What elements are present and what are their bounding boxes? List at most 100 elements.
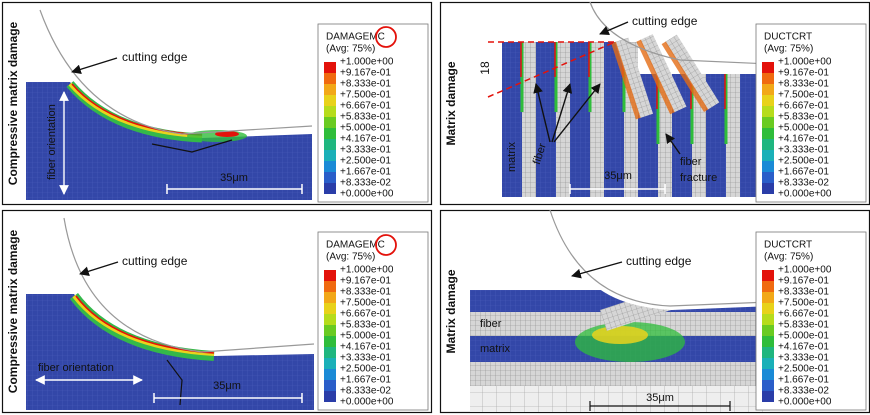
legend-swatch bbox=[324, 62, 336, 73]
legend-swatch bbox=[324, 369, 336, 380]
legend-level: +4.167e-01 bbox=[778, 134, 829, 145]
legend-swatch bbox=[762, 183, 774, 194]
legend-swatch bbox=[324, 161, 336, 172]
legend-level: +5.833e-01 bbox=[340, 320, 391, 331]
legend-subtitle: (Avg: 75%) bbox=[764, 44, 813, 55]
legend-level: +6.667e-01 bbox=[778, 101, 829, 112]
legend-level: +6.667e-01 bbox=[340, 101, 391, 112]
legend-swatch bbox=[324, 292, 336, 303]
legend-swatch bbox=[762, 270, 774, 281]
legend-level: +8.333e-02 bbox=[340, 178, 391, 189]
legend-level: +8.333e-01 bbox=[340, 287, 391, 298]
legend-swatch bbox=[324, 139, 336, 150]
legend-swatch bbox=[762, 128, 774, 139]
legend-level: +1.000e+00 bbox=[340, 265, 394, 276]
legend-swatch bbox=[762, 150, 774, 161]
legend-level: +6.667e-01 bbox=[340, 309, 391, 320]
annotation: 18 bbox=[478, 61, 492, 75]
legend-level: +5.000e-01 bbox=[340, 331, 391, 342]
legend-level: +7.500e-01 bbox=[340, 298, 391, 309]
legend-level: +5.000e-01 bbox=[778, 123, 829, 134]
legend-swatch bbox=[324, 95, 336, 106]
legend-swatch bbox=[324, 84, 336, 95]
legend-level: +8.333e-02 bbox=[778, 178, 829, 189]
legend-level: +9.167e-01 bbox=[340, 68, 391, 79]
legend-level: +3.333e-01 bbox=[778, 145, 829, 156]
annotation: 35μm bbox=[213, 380, 241, 392]
legend-swatch bbox=[324, 358, 336, 369]
legend-subtitle: (Avg: 75%) bbox=[326, 252, 375, 263]
legend-swatch bbox=[324, 347, 336, 358]
legend-swatch bbox=[324, 106, 336, 117]
legend-swatch bbox=[762, 95, 774, 106]
legend-level: +5.833e-01 bbox=[778, 112, 829, 123]
legend-swatch bbox=[324, 314, 336, 325]
side-label: Compressive matrix damage bbox=[6, 21, 20, 185]
legend-level: +8.333e-02 bbox=[340, 386, 391, 397]
side-label: Matrix damage bbox=[444, 269, 458, 353]
panel: cutting edgefibermatrix35μmMatrix damage… bbox=[441, 210, 870, 413]
legend-swatch bbox=[324, 325, 336, 336]
legend-swatch bbox=[762, 325, 774, 336]
legend-swatch bbox=[762, 281, 774, 292]
legend-level: +4.167e-01 bbox=[340, 134, 391, 145]
base-layer bbox=[470, 386, 770, 412]
fiber-layer bbox=[590, 42, 604, 197]
legend-level: +2.500e-01 bbox=[340, 156, 391, 167]
legend-swatch bbox=[762, 347, 774, 358]
legend-subtitle: (Avg: 75%) bbox=[764, 252, 813, 263]
legend-level: +8.333e-01 bbox=[778, 79, 829, 90]
damage-zone bbox=[592, 326, 648, 344]
annotation: cutting edge bbox=[122, 50, 188, 64]
legend-level: +6.667e-01 bbox=[778, 309, 829, 320]
legend-swatch bbox=[762, 73, 774, 84]
matrix-layer bbox=[536, 42, 556, 197]
legend-level: +1.667e-01 bbox=[778, 167, 829, 178]
figure: cutting edge fiber orientation 35μm Compres… bbox=[0, 0, 870, 415]
legend-level: +0.000e+00 bbox=[340, 189, 394, 200]
legend-level: +1.667e-01 bbox=[340, 167, 391, 178]
legend-swatch bbox=[324, 150, 336, 161]
legend-level: +8.333e-02 bbox=[778, 386, 829, 397]
annotation: matrix bbox=[480, 343, 510, 355]
legend-swatch bbox=[762, 292, 774, 303]
annotation: fiber bbox=[680, 156, 702, 168]
legend-level: +5.833e-01 bbox=[340, 112, 391, 123]
legend-level: +3.333e-01 bbox=[340, 145, 391, 156]
legend-swatch bbox=[324, 270, 336, 281]
side-label: Compressive matrix damage bbox=[6, 229, 20, 393]
annotation: cutting edge bbox=[122, 254, 188, 268]
matrix-layer bbox=[570, 42, 590, 197]
annotation: 35μm bbox=[604, 170, 632, 182]
legend-swatch bbox=[324, 336, 336, 347]
legend-swatch bbox=[762, 106, 774, 117]
legend-level: +9.167e-01 bbox=[340, 276, 391, 287]
annotation: cutting edge bbox=[626, 254, 692, 268]
legend-swatch bbox=[324, 172, 336, 183]
annotation: cutting edge bbox=[632, 14, 698, 28]
legend-swatch bbox=[762, 380, 774, 391]
legend-swatch bbox=[762, 369, 774, 380]
legend-swatch bbox=[324, 128, 336, 139]
legend-swatch bbox=[324, 380, 336, 391]
legend-swatch bbox=[762, 336, 774, 347]
legend-level: +1.000e+00 bbox=[340, 57, 394, 68]
legend-level: +7.500e-01 bbox=[778, 90, 829, 101]
legend-level: +8.333e-01 bbox=[778, 287, 829, 298]
legend-title: DUCTCRT bbox=[764, 32, 812, 43]
legend-level: +3.333e-01 bbox=[340, 353, 391, 364]
fiber-layer bbox=[726, 74, 740, 197]
page: cutting edge fiber orientation 35μm Compres… bbox=[0, 0, 870, 415]
legend-level: +7.500e-01 bbox=[340, 90, 391, 101]
legend-swatch bbox=[762, 117, 774, 128]
legend-swatch bbox=[762, 161, 774, 172]
legend-level: +1.000e+00 bbox=[778, 265, 832, 276]
legend-level: +1.667e-01 bbox=[340, 375, 391, 386]
fiber-layer bbox=[470, 362, 770, 386]
annotation: fiber orientation bbox=[46, 104, 58, 180]
legend-level: +2.500e-01 bbox=[778, 364, 829, 375]
annotation: 35μm bbox=[646, 392, 674, 404]
legend-title: DUCTCRT bbox=[764, 240, 812, 251]
annotation: 35μm bbox=[220, 172, 248, 184]
